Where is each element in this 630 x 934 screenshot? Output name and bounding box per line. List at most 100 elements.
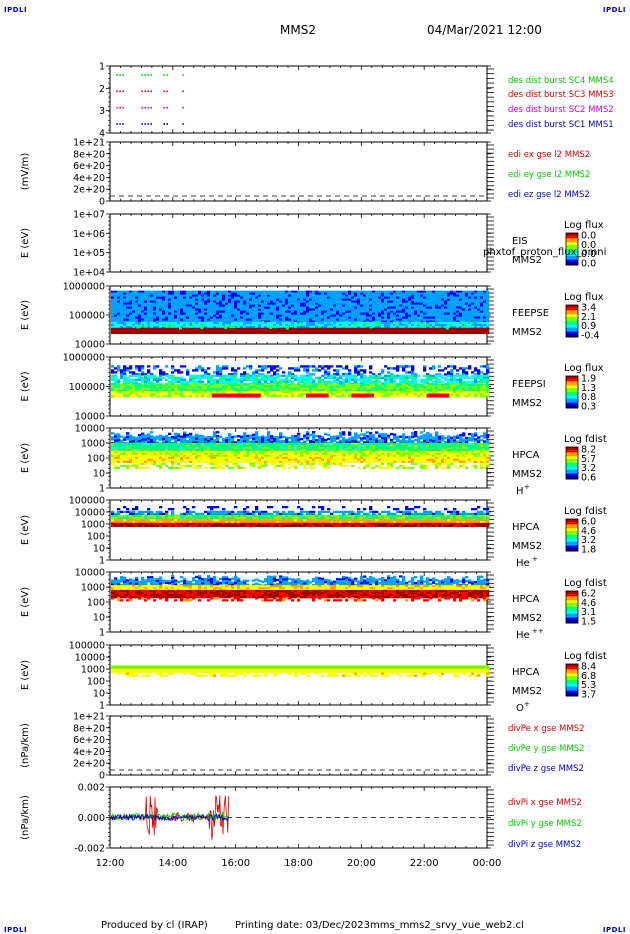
heatmap-cell — [117, 433, 121, 436]
heatmap-cell — [318, 323, 322, 327]
heatmap-cell — [225, 296, 229, 299]
heatmap-cell — [324, 325, 328, 329]
heatmap-cell — [207, 329, 211, 333]
heatmap-cell — [378, 296, 382, 299]
burst-marker — [150, 106, 153, 109]
heatmap-cell — [189, 300, 193, 303]
heatmap-cell — [306, 378, 310, 381]
heatmap-cell — [180, 314, 184, 317]
heatmap-cell — [477, 306, 481, 309]
heatmap-cell — [174, 378, 178, 381]
heatmap-cell — [147, 371, 151, 374]
heatmap-cell — [468, 321, 472, 325]
heatmap-cell — [147, 447, 151, 450]
heatmap-cell — [378, 374, 382, 377]
heatmap-cell — [336, 380, 340, 383]
heatmap-cell — [156, 314, 160, 317]
heatmap-cell — [183, 331, 187, 335]
heatmap-cell — [324, 329, 328, 333]
heatmap-cell — [447, 383, 451, 386]
heatmap-cell — [138, 447, 142, 450]
heatmap-cell — [441, 320, 445, 323]
heatmap-cell — [390, 391, 394, 394]
heatmap-cell — [225, 320, 229, 323]
heatmap-cell — [114, 387, 118, 390]
heatmap-cell — [171, 298, 175, 301]
heatmap-cell — [111, 383, 115, 386]
heatmap-cell — [423, 310, 427, 313]
heatmap-cell — [423, 294, 427, 297]
heatmap-cell — [477, 373, 481, 376]
heatmap-cell — [120, 298, 124, 301]
heatmap-cell — [162, 437, 166, 441]
heatmap-cell — [129, 320, 133, 323]
heatmap-cell — [210, 304, 214, 307]
heatmap-cell — [387, 296, 391, 299]
heatmap-cell — [306, 383, 310, 386]
heatmap-cell — [240, 314, 244, 317]
heatmap-cell — [135, 456, 139, 460]
heatmap-cell — [273, 300, 277, 303]
burst-marker — [141, 123, 144, 125]
heatmap-cell — [246, 294, 250, 297]
heatmap-cell — [252, 378, 256, 381]
heatmap-cell — [462, 290, 466, 293]
heatmap-cell — [441, 290, 445, 293]
heatmap-cell — [480, 387, 484, 390]
heatmap-cell — [198, 383, 202, 386]
heatmap-cell — [312, 294, 316, 297]
heatmap-cell — [465, 308, 469, 311]
heatmap-cell — [114, 458, 118, 462]
heatmap-cell — [234, 374, 238, 377]
heatmap-cell — [336, 369, 340, 372]
heatmap-cell — [318, 369, 322, 372]
heatmap-cell — [423, 296, 427, 299]
heatmap-cell — [483, 318, 487, 321]
heatmap-cell — [309, 389, 313, 392]
heatmap-cell — [165, 378, 169, 381]
heatmap-cell — [129, 383, 133, 386]
heatmap-cell — [282, 320, 286, 323]
heatmap-cell — [450, 383, 454, 386]
heatmap-cell — [141, 450, 145, 454]
heatmap-cell — [123, 393, 127, 396]
heatmap-cell — [120, 314, 124, 317]
heatmap-cell — [390, 331, 394, 335]
heatmap-cell — [321, 290, 325, 293]
heatmap-cell — [117, 329, 121, 333]
heatmap-cell — [177, 393, 181, 396]
heatmap-cell — [231, 380, 235, 383]
heatmap-cell — [177, 316, 181, 319]
heatmap-cell — [381, 391, 385, 394]
heatmap-cell — [441, 391, 445, 394]
heatmap-cell — [402, 391, 406, 394]
heatmap-cell — [360, 300, 364, 303]
heatmap-cell — [273, 365, 277, 368]
heatmap-cell — [204, 316, 208, 319]
panel-frame — [109, 141, 488, 202]
heatmap-cell — [465, 310, 469, 313]
heatmap-cell — [246, 327, 250, 331]
heatmap-cell — [147, 321, 151, 325]
heatmap-cell — [420, 320, 424, 323]
heatmap-cell — [438, 327, 442, 331]
heatmap-cell — [378, 387, 382, 390]
heatmap-cell — [219, 331, 223, 335]
heatmap-cell — [450, 369, 454, 372]
heatmap-cell — [324, 385, 328, 388]
heatmap-cell — [114, 435, 118, 438]
heatmap-cell — [345, 300, 349, 303]
heatmap-cell — [204, 290, 208, 293]
heatmap-cell — [153, 298, 157, 301]
heatmap-cell — [213, 321, 217, 325]
heatmap-cell — [114, 447, 118, 450]
heatmap-cell — [240, 318, 244, 321]
heatmap-cell — [348, 320, 352, 323]
heatmap-cell — [270, 367, 274, 370]
heatmap-cell — [207, 300, 211, 303]
heatmap-cell — [408, 391, 412, 394]
heatmap-cell — [234, 316, 238, 319]
heatmap-cell — [432, 325, 436, 329]
heatmap-cell — [351, 376, 355, 379]
